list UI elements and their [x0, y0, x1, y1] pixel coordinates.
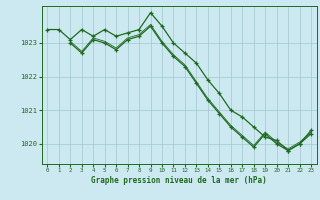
X-axis label: Graphe pression niveau de la mer (hPa): Graphe pression niveau de la mer (hPa) [91, 176, 267, 185]
